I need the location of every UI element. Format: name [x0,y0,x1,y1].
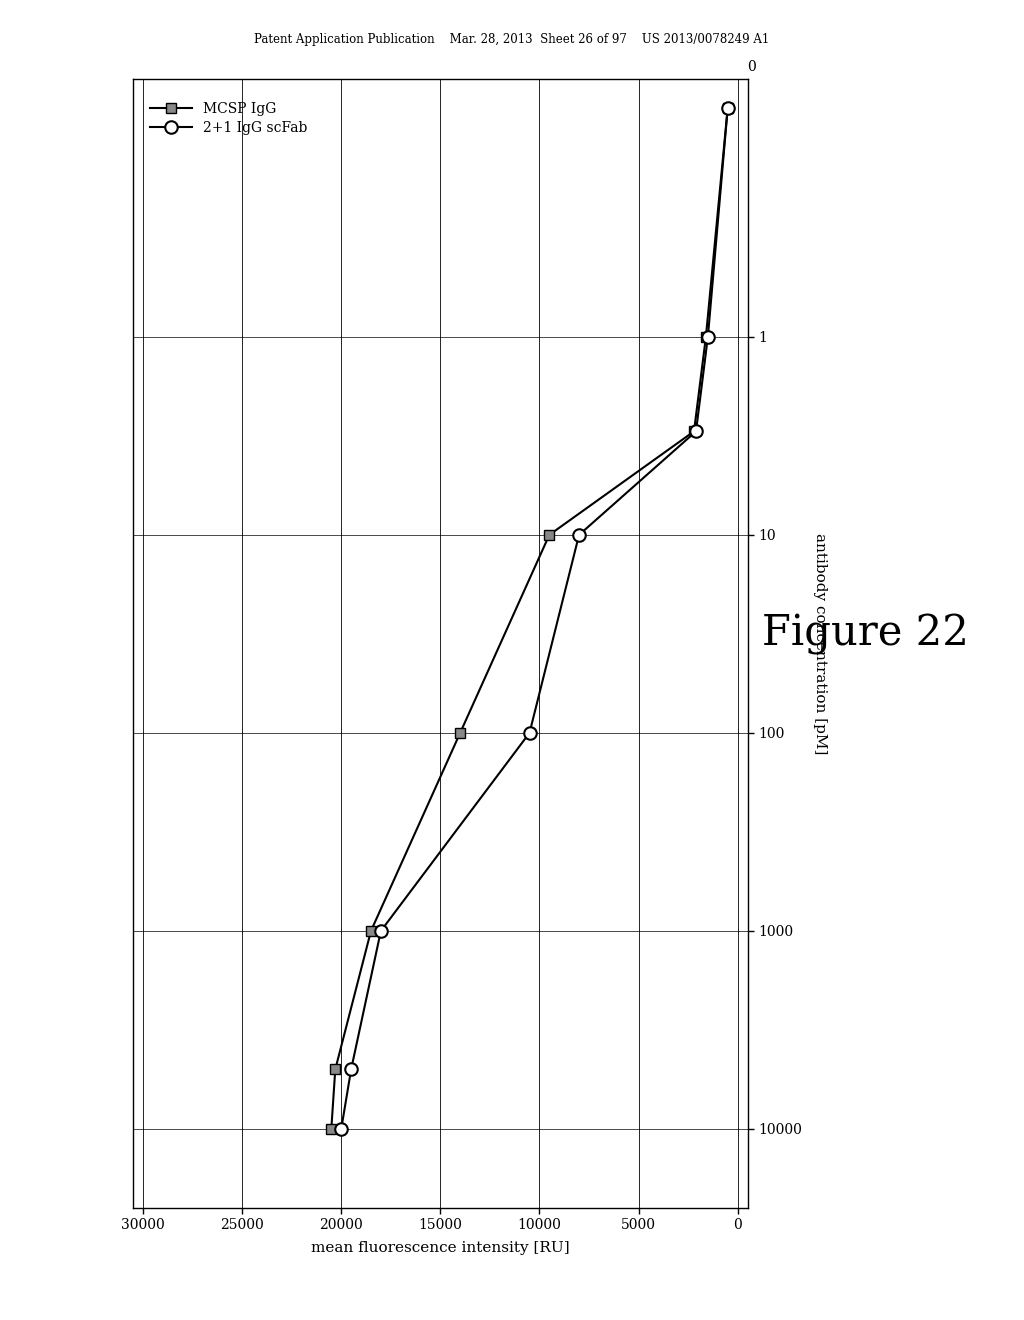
MCSP IgG [688,424,700,440]
MCSP IgG [365,923,377,939]
Text: Patent Application Publication    Mar. 28, 2013  Sheet 26 of 97    US 2013/00782: Patent Application Publication Mar. 28, … [254,33,770,46]
X-axis label: mean fluorescence intensity [RU]: mean fluorescence intensity [RU] [311,1241,569,1254]
2+1 IgG scFab [375,923,387,939]
MCSP IgG [543,527,555,543]
2+1 IgG scFab [722,100,734,116]
2+1 IgG scFab [335,1121,347,1137]
2+1 IgG scFab [701,329,714,345]
MCSP IgG [722,100,734,116]
MCSP IgG [326,1121,338,1137]
MCSP IgG [454,725,466,741]
Line: MCSP IgG: MCSP IgG [327,103,732,1134]
MCSP IgG [699,329,712,345]
2+1 IgG scFab [690,424,702,440]
2+1 IgG scFab [523,725,536,741]
Text: 0: 0 [748,59,757,74]
Line: 2+1 IgG scFab: 2+1 IgG scFab [335,102,734,1135]
MCSP IgG [329,1061,341,1077]
Y-axis label: antibody concentration [pM]: antibody concentration [pM] [813,533,827,754]
2+1 IgG scFab [345,1061,357,1077]
Legend: MCSP IgG, 2+1 IgG scFab: MCSP IgG, 2+1 IgG scFab [146,98,311,140]
2+1 IgG scFab [572,527,585,543]
Text: Figure 22: Figure 22 [762,612,969,655]
